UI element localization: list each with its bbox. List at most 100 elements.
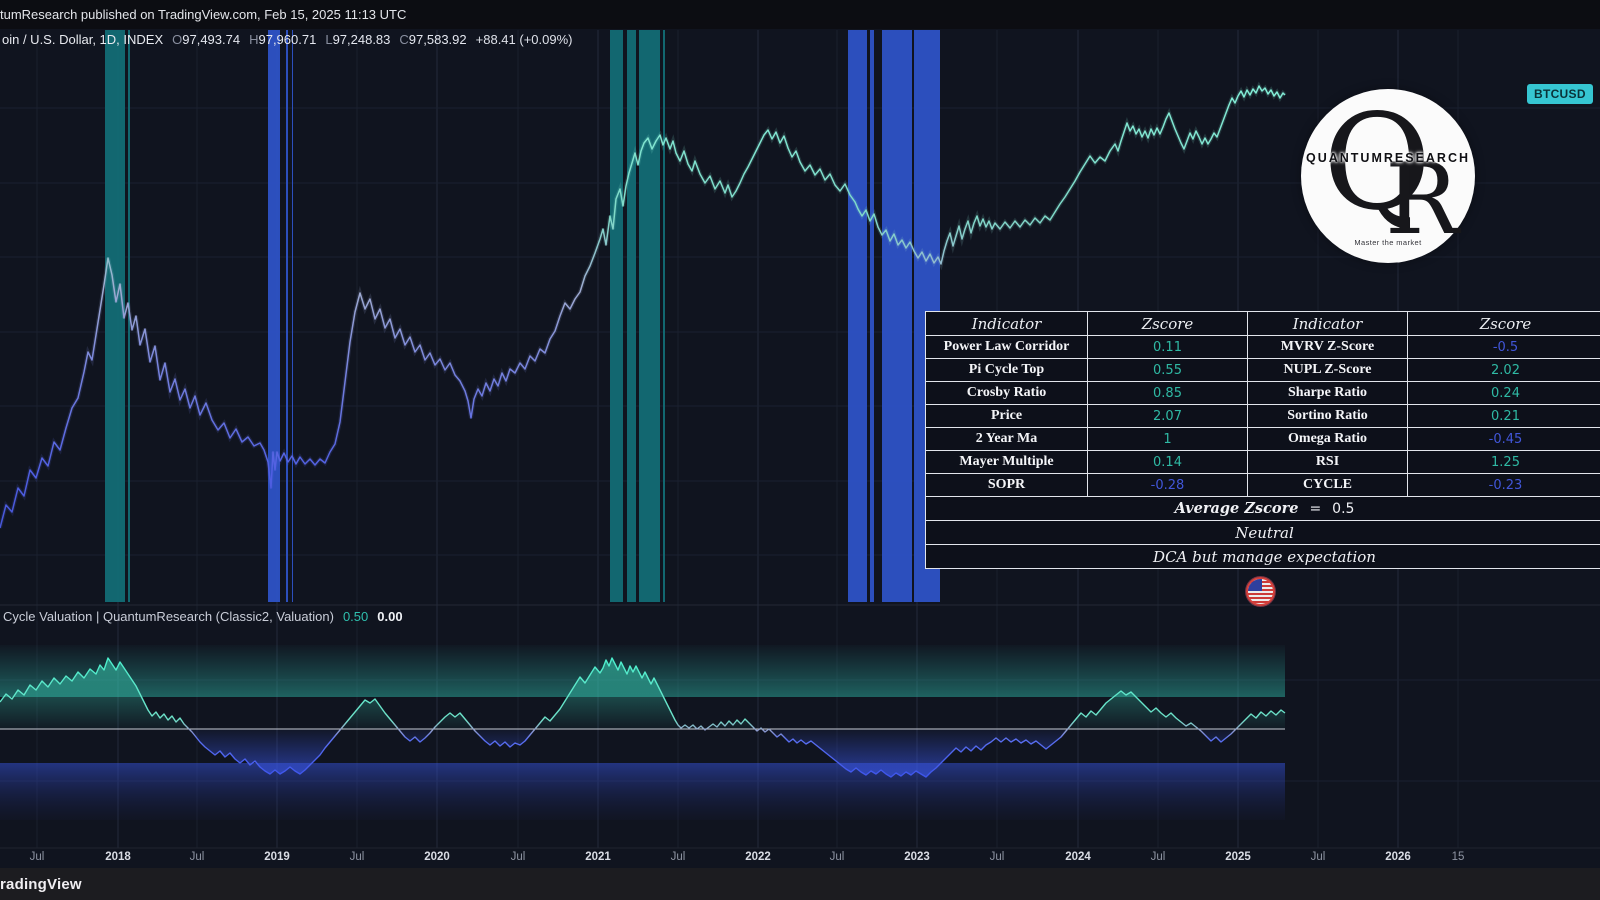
table-row: Mayer Multiple 0.14 RSI 1.25 <box>925 450 1600 474</box>
zscore-value-cell: 2.07 <box>1087 404 1248 428</box>
symbol-badge: BTCUSD <box>1527 84 1593 104</box>
logo-tagline: Master the market <box>1354 238 1422 247</box>
oscillator-area-negative <box>0 729 1285 777</box>
axis-tick-label: Jul <box>1150 851 1166 863</box>
zscore-value-cell: -0.28 <box>1087 473 1248 497</box>
oscillator-area-positive <box>0 658 1285 729</box>
attribution-text: tumResearch published on TradingView.com… <box>0 7 407 22</box>
axis-tick-label: 2024 <box>1065 851 1091 863</box>
ohlc-close: C 97,583.92 <box>399 32 467 47</box>
indicator-title: Cycle Valuation | QuantumResearch (Class… <box>3 609 334 624</box>
average-zscore-label: Average Zscore <box>1174 499 1299 517</box>
axis-tick-label: Jul <box>989 851 1005 863</box>
axis-tick-label: 2022 <box>745 851 771 863</box>
table-header-cell: Indicator <box>925 311 1088 336</box>
logo-monogram-q: Q <box>1323 86 1432 240</box>
axis-tick-label: 2020 <box>424 851 450 863</box>
price-line <box>0 85 1286 529</box>
advice-text: DCA but manage expectation <box>925 544 1600 569</box>
table-row: SOPR -0.28 CYCLE -0.23 <box>925 473 1600 497</box>
attribution-bar: tumResearch published on TradingView.com… <box>0 0 1600 29</box>
teal-signal-band <box>639 30 660 602</box>
logo-monogram-r: R <box>1385 143 1459 257</box>
price-change: +88.41 (+0.09%) <box>475 32 573 47</box>
axis-tick-label: 2019 <box>264 851 290 863</box>
axis-tick-label: 2025 <box>1225 851 1251 863</box>
average-zscore-row: Average Zscore = 0.5 <box>925 496 1600 521</box>
axis-tick-label: Jul <box>829 851 845 863</box>
table-header-cell: Zscore <box>1087 311 1248 336</box>
zscore-value-cell: 0.85 <box>1087 381 1248 405</box>
advice-row: DCA but manage expectation <box>925 544 1600 569</box>
zscore-value-cell: -0.5 <box>1407 335 1600 359</box>
indicator-name-cell: 2 Year Ma <box>925 427 1088 451</box>
table-row: Price 2.07 Sortino Ratio 0.21 <box>925 404 1600 428</box>
zscore-value-cell: 0.14 <box>1087 450 1248 474</box>
axis-tick-label: Jul <box>349 851 365 863</box>
indicator-value-secondary: 0.00 <box>377 609 403 624</box>
zscore-value-cell: 0.11 <box>1087 335 1248 359</box>
ohlc-open: O 97,493.74 <box>172 32 241 47</box>
axis-tick-label: 2026 <box>1385 851 1411 863</box>
axis-tick-label: 2018 <box>105 851 131 863</box>
oscillator-line <box>0 657 1286 778</box>
status-text: Neutral <box>925 520 1600 545</box>
time-axis[interactable]: Jul 2018 Jul 2019 Jul 2020 Jul 2021 Jul 2022 Jul 20… <box>0 849 1600 868</box>
indicator-name-cell: NUPL Z-Score <box>1247 358 1408 382</box>
table-header-row: Indicator Zscore Indicator Zscore <box>925 311 1600 336</box>
axis-tick-label: 15 <box>1451 851 1465 863</box>
us-flag-canton <box>1248 579 1262 591</box>
table-row: Crosby Ratio 0.85 Sharpe Ratio 0.24 <box>925 381 1600 405</box>
teal-signal-band <box>663 30 665 602</box>
zscore-value-cell: -0.45 <box>1407 427 1600 451</box>
ohlc-low: L 97,248.83 <box>325 32 391 47</box>
oscillator-oversold-zone <box>0 763 1285 820</box>
blue-signal-band <box>882 30 912 602</box>
table-row: Pi Cycle Top 0.55 NUPL Z-Score 2.02 <box>925 358 1600 382</box>
symbol-title: oin / U.S. Dollar, 1D, INDEX <box>2 32 164 47</box>
teal-signal-band <box>610 30 623 602</box>
tradingview-watermark[interactable]: radingView <box>0 875 82 893</box>
indicator-name-cell: Price <box>925 404 1088 428</box>
bottom-bar: radingView <box>0 868 1600 900</box>
logo-name: QUANTUMRESEARCH <box>1305 151 1471 165</box>
average-zscore-value: 0.5 <box>1332 500 1355 517</box>
indicator-name-cell: Sharpe Ratio <box>1247 381 1408 405</box>
quantumresearch-logo: Q R QUANTUMRESEARCH Master the market <box>1301 89 1475 263</box>
average-zscore-cell: Average Zscore = 0.5 <box>925 496 1600 521</box>
table-header-cell: Indicator <box>1247 311 1408 336</box>
indicator-name-cell: Power Law Corridor <box>925 335 1088 359</box>
blue-signal-band <box>286 30 288 602</box>
axis-tick-label: Jul <box>189 851 205 863</box>
zscore-value-cell: 1.25 <box>1407 450 1600 474</box>
blue-signal-band <box>292 30 293 602</box>
zscore-value-cell: 0.24 <box>1407 381 1600 405</box>
indicator-name-cell: SOPR <box>925 473 1088 497</box>
zscore-value-cell: -0.23 <box>1407 473 1600 497</box>
axis-tick-label: 2023 <box>904 851 930 863</box>
indicator-name-cell: Sortino Ratio <box>1247 404 1408 428</box>
blue-signal-band <box>848 30 867 602</box>
table-header-cell: Zscore <box>1407 311 1600 336</box>
average-zscore-equals: = <box>1309 500 1322 517</box>
zscore-value-cell: 0.55 <box>1087 358 1248 382</box>
teal-signal-band <box>627 30 636 602</box>
indicator-name-cell: Mayer Multiple <box>925 450 1088 474</box>
table-row: Power Law Corridor 0.11 MVRV Z-Score -0.5 <box>925 335 1600 359</box>
zscore-table[interactable]: Indicator Zscore Indicator Zscore Power Law… <box>925 311 1600 569</box>
indicator-name-cell: Crosby Ratio <box>925 381 1088 405</box>
axis-tick-label: Jul <box>510 851 526 863</box>
axis-tick-label: Jul <box>670 851 686 863</box>
indicator-value-primary: 0.50 <box>342 609 369 624</box>
us-flag-icon <box>1246 577 1275 606</box>
indicator-name-cell: RSI <box>1247 450 1408 474</box>
axis-tick-label: Jul <box>1310 851 1326 863</box>
symbol-badge-text: BTCUSD <box>1534 87 1586 101</box>
zscore-value-cell: 2.02 <box>1407 358 1600 382</box>
blue-signal-band <box>870 30 874 602</box>
indicator-name-cell: Omega Ratio <box>1247 427 1408 451</box>
teal-signal-band <box>105 30 125 602</box>
symbol-legend: oin / U.S. Dollar, 1D, INDEX O 97,493.74 … <box>2 32 573 47</box>
status-row: Neutral <box>925 520 1600 545</box>
